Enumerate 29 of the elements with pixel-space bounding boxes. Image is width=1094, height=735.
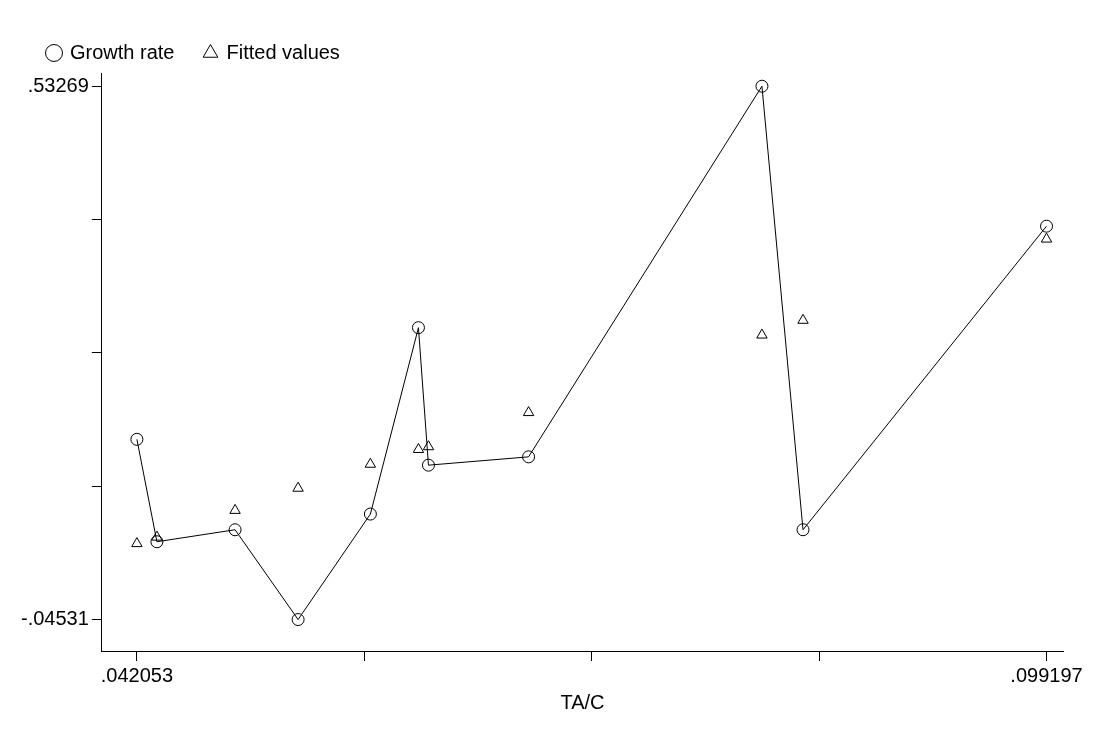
point (796, 523, 810, 537)
legend-label: Fitted values (226, 40, 340, 63)
point (292, 481, 304, 492)
x-tick-label: .042053 (100, 663, 174, 686)
point (411, 321, 425, 335)
point (797, 313, 809, 324)
point (1040, 232, 1053, 243)
y-tick-label: -.04531 (20, 607, 89, 630)
point (755, 79, 769, 93)
point (364, 457, 377, 468)
y-tick-label: .53269 (27, 73, 89, 96)
point (151, 530, 163, 541)
legend-label: Growth rate (70, 40, 175, 63)
point (363, 507, 377, 521)
point (131, 537, 143, 548)
point (228, 523, 242, 537)
point (150, 535, 164, 549)
point (1040, 219, 1054, 233)
point (421, 458, 435, 472)
point (412, 442, 425, 453)
point (291, 613, 305, 627)
point (522, 450, 536, 464)
x-axis-title: TA/C (560, 690, 605, 713)
point (756, 328, 768, 339)
x-tick-label: .099197 (1010, 663, 1083, 686)
point (130, 432, 144, 446)
point (522, 406, 535, 417)
point (422, 440, 435, 451)
point (229, 503, 241, 514)
